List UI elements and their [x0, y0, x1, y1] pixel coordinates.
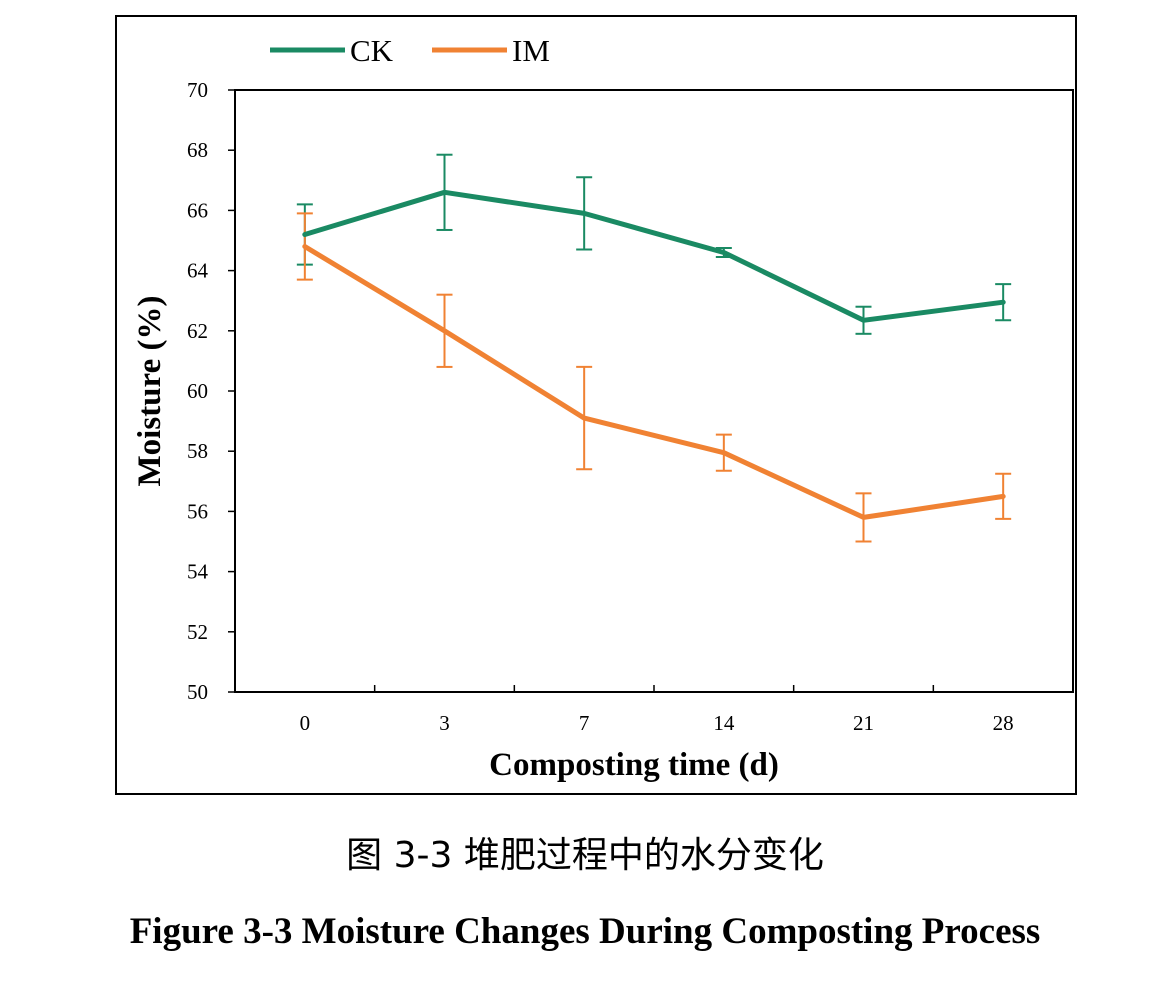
- chart-frame: [115, 15, 1077, 795]
- y-tick-label: 52: [187, 620, 208, 644]
- y-tick-label: 58: [187, 439, 208, 463]
- plot-area: [234, 89, 1074, 693]
- x-axis-title: Composting time (d): [489, 747, 779, 783]
- y-tick-label: 50: [187, 680, 208, 704]
- x-tick-label: 3: [439, 711, 450, 735]
- x-tick-label: 0: [300, 711, 311, 735]
- legend-label-ck: CK: [350, 33, 394, 68]
- y-tick-label: 56: [187, 499, 208, 523]
- ck-series-line: [302, 189, 1006, 323]
- caption-chinese: 图 3-3 堆肥过程中的水分变化: [346, 835, 824, 876]
- y-tick-label: 54: [187, 560, 209, 584]
- y-tick-label: 70: [187, 78, 208, 102]
- y-tick-label: 60: [187, 379, 208, 403]
- x-tick-label: 7: [579, 711, 590, 735]
- x-tick-label: 21: [853, 711, 874, 735]
- caption-english: Figure 3-3 Moisture Changes During Compo…: [129, 911, 1041, 952]
- legend-label-im: IM: [512, 33, 550, 68]
- y-tick-label: 62: [187, 319, 208, 343]
- x-tick-label: 28: [993, 711, 1014, 735]
- y-axis-title: Moisture (%): [132, 296, 168, 487]
- x-tick-label: 14: [713, 711, 735, 735]
- y-tick-label: 68: [187, 138, 208, 162]
- y-tick-label: 64: [187, 259, 209, 283]
- moisture-line-chart: 50 52 54 56 58 60 62 64 66 68 70 0 3 7 14 21 28 Compostin…: [132, 33, 1074, 783]
- im-series-line: [302, 244, 1006, 520]
- y-tick-label: 66: [187, 198, 208, 222]
